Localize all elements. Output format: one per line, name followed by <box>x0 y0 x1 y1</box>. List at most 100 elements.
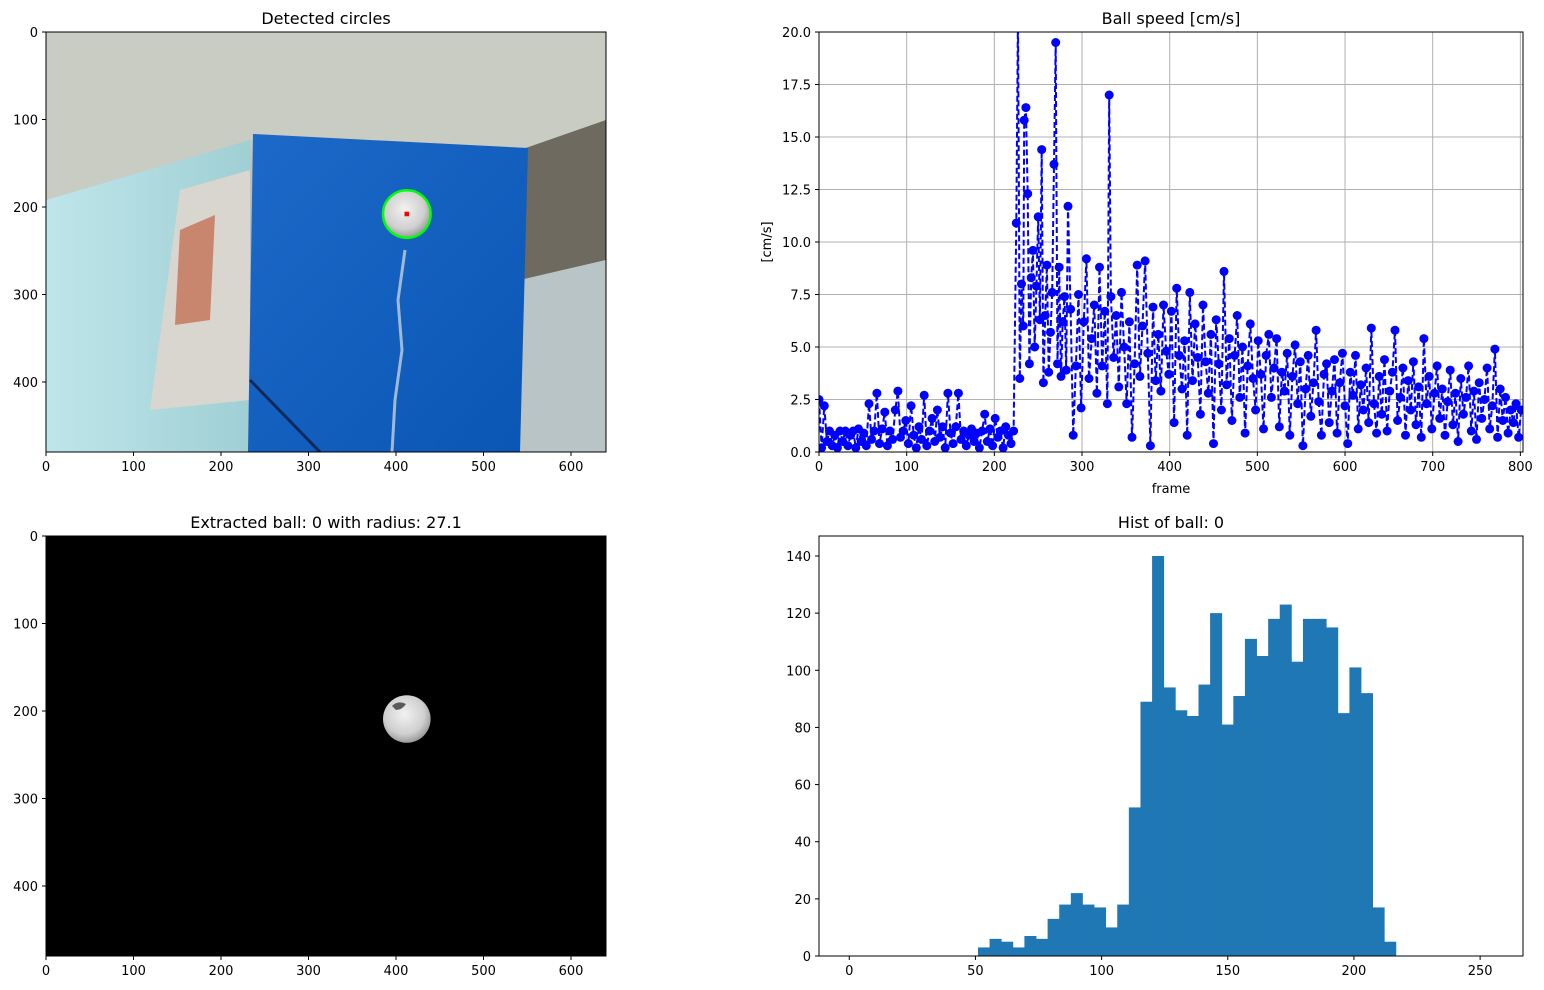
x-tick-label: 100 <box>121 964 146 979</box>
speed-point <box>1277 367 1287 377</box>
speed-point <box>1227 416 1237 425</box>
speed-point <box>1290 340 1300 350</box>
x-tick-label: 700 <box>1420 460 1445 475</box>
histogram-bar <box>1233 696 1246 956</box>
speed-point <box>1440 430 1450 440</box>
speed-point <box>1151 376 1161 386</box>
speed-point <box>1074 290 1083 299</box>
speed-point <box>1030 342 1040 352</box>
histogram-bar <box>1326 627 1339 956</box>
speed-point <box>938 422 948 432</box>
y-tick-label: 15.0 <box>782 131 811 146</box>
speed-point <box>1461 392 1471 402</box>
x-tick-label: 500 <box>471 460 496 475</box>
speed-point <box>1272 334 1282 344</box>
ball-speed-panel: Ball speed [cm/s] 0 100 200 300 400 500 600 700… <box>760 7 1533 497</box>
x-tick-label: 600 <box>559 964 584 979</box>
speed-point <box>1353 424 1363 434</box>
histogram-bar <box>1070 893 1083 956</box>
speed-point <box>1087 334 1097 344</box>
y-tick-label: 200 <box>13 705 38 720</box>
x-tick-label: 300 <box>1070 460 1095 475</box>
speed-point <box>1169 418 1179 428</box>
speed-point <box>1456 374 1466 383</box>
y-tick-label: 0 <box>30 26 38 41</box>
y-tick-label: 0 <box>30 530 38 545</box>
y-tick-label: 300 <box>13 289 38 304</box>
speed-point <box>1222 380 1232 390</box>
speed-point <box>1453 437 1463 446</box>
histogram-bar <box>1140 701 1153 956</box>
y-tick-label: 200 <box>13 201 38 216</box>
speed-point <box>1135 371 1145 381</box>
speed-point <box>1104 90 1114 100</box>
speed-point <box>1374 371 1384 381</box>
speed-point <box>1259 424 1268 434</box>
speed-point <box>1095 262 1104 272</box>
speed-point <box>974 443 984 452</box>
speed-point <box>1079 317 1089 327</box>
speed-point <box>1056 371 1066 381</box>
speed-point <box>1174 350 1184 360</box>
speed-point <box>914 422 924 432</box>
histogram-bar <box>1372 907 1385 956</box>
speed-point <box>1235 392 1245 402</box>
histogram-bar <box>1047 918 1060 956</box>
detected-circles-title: Detected circles <box>261 9 390 28</box>
speed-point <box>1071 361 1081 371</box>
histogram-bar <box>1198 684 1211 956</box>
speed-point <box>875 439 884 449</box>
speed-point <box>1377 409 1387 419</box>
histogram-panel: Hist of ball: 0 0 50 100 150 200 250 0 20 40 60 80… <box>786 513 1524 979</box>
speed-point <box>1216 405 1226 415</box>
y-tick-label: 20.0 <box>782 26 811 41</box>
speed-point <box>1061 365 1071 375</box>
speed-point <box>819 401 829 411</box>
speed-point <box>1458 409 1468 419</box>
speed-point <box>1180 336 1190 346</box>
x-tick-label: 300 <box>296 964 321 979</box>
speed-point <box>1060 292 1069 302</box>
speed-point <box>1063 201 1073 211</box>
speed-point <box>1314 397 1324 407</box>
speed-point <box>1084 374 1094 383</box>
extracted-ball-panel: Extracted ball: 0 with radius: 27.1 0 100… <box>13 513 607 979</box>
speed-point <box>1140 256 1150 266</box>
speed-point <box>1253 336 1263 346</box>
speed-point <box>1280 386 1289 396</box>
histogram-bar <box>1279 604 1292 956</box>
histogram-bar <box>1244 638 1257 956</box>
speed-point <box>1248 374 1258 383</box>
speed-point <box>1033 212 1043 222</box>
x-tick-label: 400 <box>1157 460 1182 475</box>
speed-point <box>969 437 979 446</box>
y-tick-label: 80 <box>794 721 811 736</box>
speed-point <box>1037 145 1047 155</box>
speed-point <box>1411 420 1421 430</box>
x-tick-label: 100 <box>1089 964 1114 979</box>
speed-point <box>1006 439 1016 449</box>
x-tick-label: 0 <box>42 460 50 475</box>
x-tick-label: 0 <box>845 964 853 979</box>
speed-point <box>1416 432 1426 442</box>
speed-point <box>1337 348 1347 358</box>
speed-point <box>977 426 987 436</box>
speed-point <box>1414 382 1424 392</box>
speed-point <box>1408 357 1418 367</box>
y-tick-label: 100 <box>13 114 38 129</box>
speed-point <box>1209 439 1218 449</box>
speed-point <box>1046 327 1055 337</box>
x-tick-label: 100 <box>894 460 919 475</box>
speed-point <box>1516 405 1523 415</box>
speed-point <box>1117 287 1126 297</box>
histogram-bar <box>1128 807 1141 956</box>
speed-point <box>951 422 961 432</box>
extracted-ball-background <box>46 536 606 956</box>
speed-point <box>1014 7 1023 16</box>
speed-point <box>1076 403 1086 413</box>
speed-point <box>851 443 861 452</box>
speed-point <box>1303 350 1313 360</box>
detected-circle-outline <box>381 188 432 240</box>
y-tick-label: 140 <box>786 550 811 565</box>
speed-point <box>1493 432 1503 442</box>
